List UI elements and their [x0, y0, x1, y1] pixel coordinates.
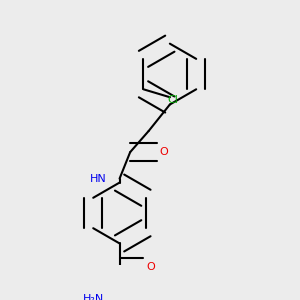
Text: H₂N: H₂N — [82, 294, 104, 300]
Text: O: O — [146, 262, 155, 272]
Text: HN: HN — [90, 174, 106, 184]
Text: O: O — [159, 147, 168, 157]
Text: Cl: Cl — [167, 95, 178, 105]
